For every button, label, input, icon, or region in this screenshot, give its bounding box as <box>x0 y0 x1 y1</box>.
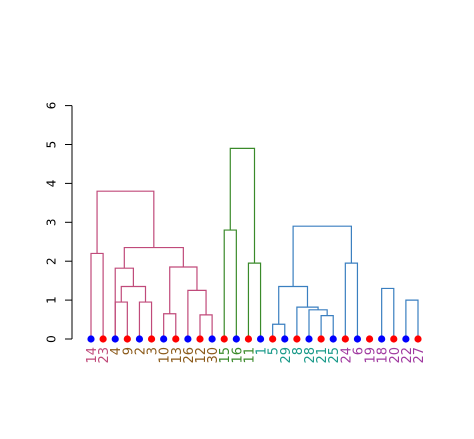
branch-m7 <box>199 314 213 339</box>
leaf-label-26: 26 <box>182 347 197 364</box>
leaf-point-25 <box>329 335 337 343</box>
branch-m2 <box>114 301 128 339</box>
branch-m10 <box>123 246 184 269</box>
leaf-label-23: 23 <box>97 347 112 364</box>
branch-m20 <box>344 262 359 339</box>
y-tick-label: 4 <box>45 180 59 188</box>
leaf-label-30: 30 <box>206 347 221 364</box>
leaf-label-2: 2 <box>133 347 148 355</box>
leaf-point-5 <box>269 335 277 343</box>
leaf-point-11 <box>244 335 253 343</box>
leaf-point-15 <box>220 335 228 343</box>
leaf-label-24: 24 <box>339 347 354 364</box>
branch-m16 <box>320 315 334 339</box>
leaf-point-29 <box>281 335 289 343</box>
branch-m12 <box>223 229 237 339</box>
y-tick-label: 0 <box>45 335 59 343</box>
y-tick-label: 6 <box>45 102 59 110</box>
leaf-point-23 <box>99 335 107 343</box>
leaf-label-14: 14 <box>85 347 100 364</box>
y-tick-label: 5 <box>45 141 59 149</box>
leaf-point-8 <box>293 335 301 343</box>
y-tick-label: 2 <box>45 257 59 265</box>
leaf-point-27 <box>414 335 422 343</box>
leaf-point-18 <box>378 335 386 343</box>
leaf-label-4: 4 <box>109 347 124 355</box>
leaf-label-9: 9 <box>121 347 136 355</box>
y-tick-label: 1 <box>45 296 59 304</box>
leaf-point-12 <box>196 335 204 343</box>
branch-m4 <box>120 285 147 303</box>
leaf-label-29: 29 <box>279 347 294 364</box>
leaf-point-4 <box>111 335 119 343</box>
branch-m1 <box>90 252 104 339</box>
leaf-point-24 <box>341 335 349 343</box>
leaf-label-1: 1 <box>255 347 270 355</box>
leaf-point-26 <box>184 335 192 343</box>
branch-m17 <box>308 309 328 339</box>
leaf-point-28 <box>305 335 313 343</box>
leaf-point-21 <box>317 335 325 343</box>
leaf-label-21: 21 <box>315 347 330 364</box>
leaf-point-6 <box>353 335 362 343</box>
leaf-point-1 <box>256 335 265 343</box>
leaf-label-25: 25 <box>327 347 342 364</box>
leaf-point-16 <box>232 335 240 343</box>
leaf-label-18: 18 <box>376 347 391 364</box>
leaf-point-22 <box>402 335 410 343</box>
dendrogram-branches <box>90 147 419 339</box>
leaf-label-27: 27 <box>412 347 427 364</box>
leaf-label-16: 16 <box>230 347 245 364</box>
leaf-label-6: 6 <box>351 347 366 355</box>
leaf-label-15: 15 <box>218 347 233 364</box>
branch-m23 <box>405 299 419 339</box>
branch-m22 <box>381 287 395 339</box>
leaf-label-19: 19 <box>364 347 379 364</box>
branch-m21 <box>292 225 352 287</box>
branch-m19 <box>278 285 309 325</box>
leaf-label-11: 11 <box>242 347 257 364</box>
leaf-label-22: 22 <box>400 347 415 364</box>
branch-m3 <box>138 301 153 339</box>
y-axis: 0 1 2 3 4 5 6 <box>45 102 73 343</box>
leaf-point-9 <box>123 335 131 343</box>
leaves: 1423492310132612301516111529828212524619… <box>85 335 427 364</box>
leaf-label-3: 3 <box>146 347 161 355</box>
leaf-point-10 <box>160 335 168 343</box>
branch-m11 <box>96 190 155 254</box>
leaf-label-5: 5 <box>267 347 282 355</box>
leaf-label-13: 13 <box>170 347 185 364</box>
leaf-label-10: 10 <box>158 347 173 364</box>
leaf-label-12: 12 <box>194 347 209 364</box>
branch-m18 <box>296 306 319 339</box>
leaf-point-19 <box>365 335 374 343</box>
leaf-point-3 <box>147 335 156 343</box>
y-tick-label: 3 <box>45 218 59 226</box>
leaf-label-20: 20 <box>388 347 403 364</box>
leaf-point-2 <box>135 335 144 343</box>
leaf-point-20 <box>390 335 398 343</box>
leaf-point-13 <box>172 335 180 343</box>
leaf-label-8: 8 <box>291 347 306 355</box>
branch-m13 <box>247 262 262 339</box>
leaf-point-14 <box>87 335 95 343</box>
branch-m6 <box>163 313 177 339</box>
branch-m5 <box>114 267 134 339</box>
leaf-label-28: 28 <box>303 347 318 364</box>
leaf-point-30 <box>208 335 216 343</box>
branch-m14 <box>229 147 256 264</box>
